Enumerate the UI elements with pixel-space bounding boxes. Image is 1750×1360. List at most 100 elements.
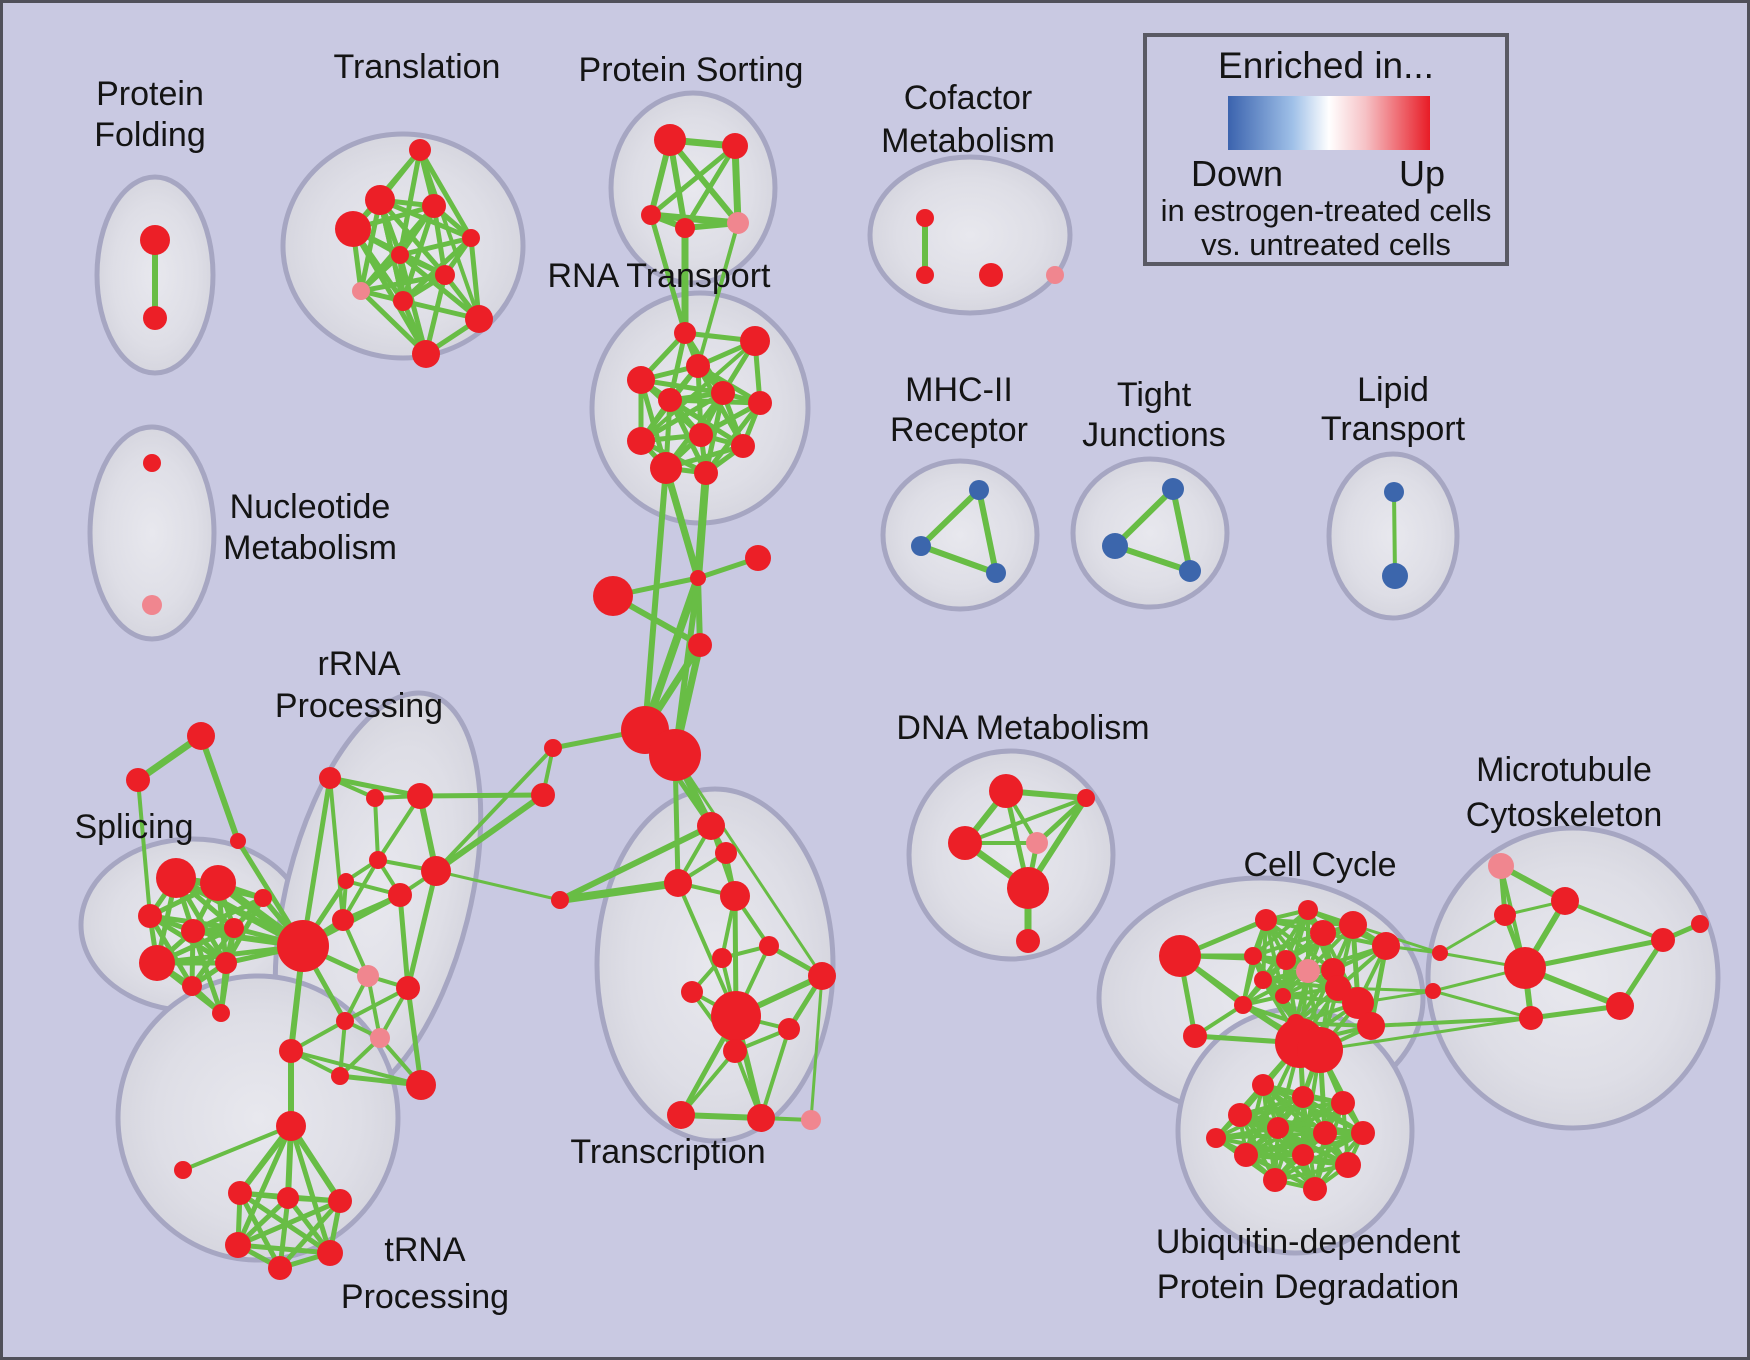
network-node [215, 952, 237, 974]
network-node [720, 881, 750, 911]
cluster-label-mhc-ii-receptor: Receptor [890, 411, 1028, 449]
network-node [143, 306, 167, 330]
network-edge [703, 400, 763, 476]
network-node [1102, 533, 1128, 559]
network-node [319, 767, 341, 789]
network-node [1275, 988, 1291, 1004]
network-node [276, 1111, 306, 1141]
network-node [1016, 929, 1040, 953]
network-edge [976, 487, 999, 576]
network-node [1384, 482, 1404, 502]
network-edge [338, 1019, 347, 1078]
network-node [365, 185, 395, 215]
network-node [317, 1240, 343, 1266]
network-node [407, 783, 433, 809]
network-node [1351, 1121, 1375, 1145]
cluster-label-rrna-processing: rRNA [317, 645, 400, 683]
network-node [711, 381, 735, 405]
network-node [627, 427, 655, 455]
network-node [674, 322, 696, 344]
network-node [1292, 1086, 1314, 1108]
network-node [1298, 900, 1318, 920]
network-node [675, 218, 695, 238]
cluster-label-microtubule-cytoskeleton: Cytoskeleton [1466, 796, 1663, 834]
network-node [1691, 915, 1709, 933]
network-edge [1392, 490, 1397, 578]
network-node [1077, 789, 1095, 807]
network-edge [1214, 1136, 1305, 1157]
cluster-label-dna-metabolism: DNA Metabolism [896, 709, 1149, 747]
network-edge [1522, 937, 1666, 971]
network-node [331, 1067, 349, 1085]
network-node [712, 948, 732, 968]
cluster-label-nucleotide-metabolism: Nucleotide [230, 488, 391, 526]
network-node [658, 388, 682, 412]
network-edge [918, 487, 982, 549]
network-edge [373, 796, 380, 862]
network-node [551, 891, 569, 909]
network-node [200, 865, 236, 901]
network-node [412, 340, 440, 368]
network-node [187, 722, 215, 750]
network-node [1331, 1091, 1355, 1115]
network-node [1651, 928, 1675, 952]
network-edge [1438, 913, 1507, 955]
network-node [230, 833, 246, 849]
network-edge [300, 775, 333, 949]
network-node [986, 563, 1006, 583]
network-node [916, 209, 934, 227]
network-edge [328, 776, 345, 922]
cluster-label-lipid-transport: Lipid [1357, 371, 1429, 409]
network-edge [289, 1049, 423, 1087]
network-edge [642, 465, 669, 733]
network-edge [341, 858, 380, 922]
network-node [370, 1028, 390, 1048]
network-node [1339, 911, 1367, 939]
network-node [916, 266, 934, 284]
network-node [711, 991, 761, 1041]
network-node [1228, 1103, 1252, 1127]
network-node [406, 1070, 436, 1100]
network-node [1382, 563, 1408, 589]
network-edge [1170, 486, 1193, 574]
cluster-label-transcription: Transcription [570, 1133, 765, 1171]
network-node [1234, 996, 1252, 1014]
network-node [544, 739, 562, 757]
network-edge [759, 1027, 791, 1120]
network-node [396, 976, 420, 1000]
legend-up-label: Up [1399, 153, 1446, 194]
network-edge [1112, 486, 1176, 549]
cluster-label-lipid-transport: Transport [1321, 410, 1466, 448]
cluster-label-tight-junctions: Junctions [1082, 416, 1226, 454]
network-edge [397, 252, 482, 322]
network-node [681, 981, 703, 1003]
network-edge [417, 792, 546, 799]
cluster-label-nucleotide-metabolism: Metabolism [223, 529, 397, 567]
network-edge [358, 288, 429, 357]
legend-down-label: Down [1191, 153, 1284, 194]
network-node [715, 842, 737, 864]
network-edge [434, 869, 562, 902]
network-node [1263, 1168, 1287, 1192]
legend-caption-line2: vs. untreated cells [1201, 227, 1451, 262]
network-edge [809, 974, 824, 1122]
network-node [689, 423, 713, 447]
cluster-ellipse-mhc-ii-receptor [880, 458, 1040, 612]
cluster-label-protein-folding: Folding [94, 116, 206, 154]
network-node [1504, 947, 1546, 989]
network-node [727, 212, 749, 234]
network-node [649, 729, 701, 781]
cluster-ellipse-protein-sorting [608, 90, 778, 286]
network-edge [189, 925, 237, 989]
network-node [328, 1189, 352, 1213]
network-edge [235, 1242, 333, 1256]
network-edge [190, 895, 266, 934]
network-node [1026, 832, 1048, 854]
network-node [462, 229, 480, 247]
network-edge [358, 197, 383, 294]
network-edge [397, 235, 474, 258]
network-edge [433, 792, 546, 874]
network-node [1252, 1074, 1274, 1096]
